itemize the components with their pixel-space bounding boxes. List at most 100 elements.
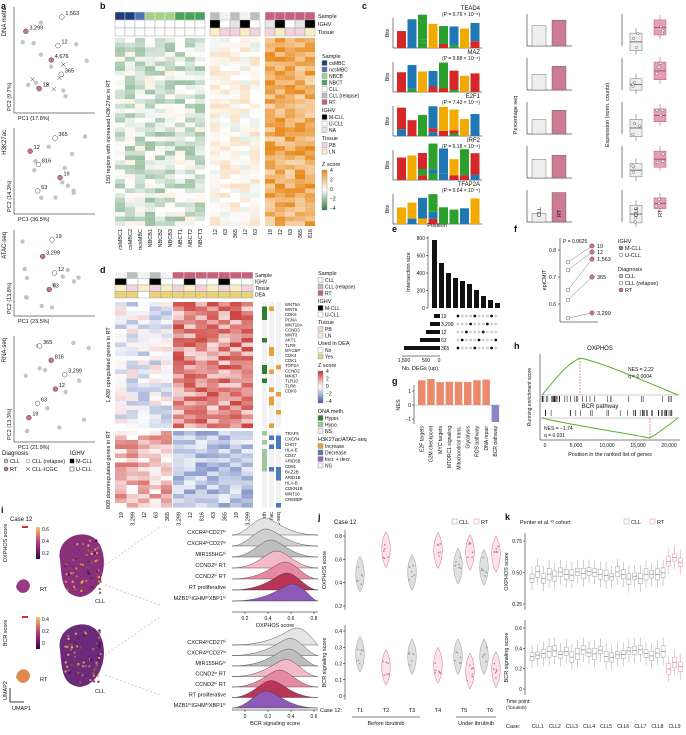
- axis-label: Case:: [506, 724, 521, 730]
- column-label: NBCT1: [178, 229, 184, 247]
- heatmap-cell: [115, 188, 125, 194]
- heatmap-cell: [218, 453, 230, 459]
- heatmap-cell: [126, 467, 138, 472]
- heatmap-cell: [115, 70, 125, 76]
- legend-label: CLL: [625, 274, 635, 280]
- legend-label: Increase: [325, 444, 344, 450]
- axis-label: NES: [396, 399, 402, 411]
- point: [589, 243, 595, 249]
- heatmap-cell: [210, 52, 220, 57]
- heatmap-cell: [115, 401, 127, 406]
- heatmap-cell: [155, 132, 165, 137]
- heatmap-cell: [265, 117, 275, 123]
- heatmap-cell: [230, 188, 240, 194]
- heatmap-cell: [305, 61, 315, 67]
- heatmap-cell: [138, 410, 150, 415]
- heatmap-cell: [115, 489, 127, 495]
- heatmap-cell: [184, 315, 196, 321]
- heatmap-cell: [149, 392, 161, 397]
- case-point: [51, 270, 58, 276]
- heatmap-cell: [218, 387, 230, 393]
- heatmap-cell: [115, 405, 127, 411]
- heatmap-cell: [135, 85, 145, 90]
- legend-swatch: [317, 332, 324, 339]
- legend-title: Used in DEA: [318, 341, 350, 347]
- heatmap-cell: [220, 164, 230, 170]
- heatmap-cell: [115, 47, 125, 53]
- legend-title: Diagnosis: [618, 267, 642, 273]
- heatmap-cell: [165, 164, 175, 170]
- logo-letter: [470, 73, 480, 92]
- heatmap-cell: [184, 338, 196, 343]
- point: [23, 295, 29, 300]
- track-cell: [229, 271, 242, 279]
- tick-label: 0.6: [515, 626, 522, 632]
- bar: [434, 314, 440, 318]
- heatmap-cell: [210, 207, 220, 212]
- heatmap-cell: [161, 405, 173, 411]
- heatmap-cell: [207, 414, 219, 420]
- point: [657, 201, 661, 205]
- cell-point: [99, 652, 102, 656]
- heatmap-cell: [295, 94, 305, 100]
- heatmap-cell: [285, 216, 295, 222]
- heatmap-cell: [210, 94, 220, 100]
- heatmap-cell: [230, 75, 240, 81]
- case-label: 19: [43, 83, 49, 89]
- cell-point: [412, 564, 414, 567]
- heatmap-cell: [230, 342, 242, 348]
- heatmap-cell: [175, 150, 185, 156]
- heatmap-cell: [230, 89, 240, 95]
- heatmap-cell: [230, 38, 240, 43]
- matrix-dot: [469, 322, 472, 326]
- heatmap-cell: [125, 122, 135, 128]
- cell-point: [357, 566, 360, 568]
- case-label: 19: [56, 234, 62, 240]
- heatmap-cell: [220, 207, 230, 212]
- case-label: CLL8: [651, 724, 663, 730]
- heatmap-cell: [145, 122, 155, 128]
- cell-point: [83, 544, 86, 547]
- heatmap-cell: [265, 42, 275, 48]
- heatmap-cell: [250, 202, 260, 208]
- heatmap-cell: [275, 188, 285, 194]
- track-cell: [276, 467, 281, 472]
- heatmap-cell: [207, 462, 219, 468]
- heatmap-cell: [184, 302, 196, 307]
- point: [51, 282, 57, 288]
- heatmap-cell: [265, 207, 275, 212]
- cell-point: [88, 572, 91, 575]
- heatmap-cell: [125, 117, 135, 123]
- heatmap-cell: [145, 197, 155, 203]
- cell-point: [482, 656, 484, 658]
- heatmap-cell: [172, 449, 184, 454]
- heatmap-cell: [135, 47, 145, 53]
- tick-label: 400: [417, 271, 426, 277]
- heatmap-cell: [172, 480, 184, 486]
- axis-label: OXPHOS score: [3, 524, 9, 563]
- legend-marker: [25, 458, 31, 464]
- heatmap-cell: [265, 132, 275, 137]
- tick-label: 0.1: [335, 678, 342, 684]
- cell-point: [357, 659, 360, 662]
- legend-swatch: [317, 283, 324, 290]
- bar: [430, 322, 440, 326]
- motif-name: MAZ: [467, 50, 480, 56]
- legend-marker: [618, 273, 624, 279]
- case-label: 3,299: [46, 251, 60, 257]
- heatmap-cell: [220, 56, 230, 62]
- heatmap-cell: [240, 160, 250, 165]
- heatmap-cell: [230, 485, 242, 490]
- heatmap-cell: [145, 42, 155, 48]
- heatmap-cell: [275, 174, 285, 180]
- track-cell: [184, 19, 196, 29]
- axis-label: Expression (norm. counts): [605, 83, 611, 147]
- heatmap-cell: [138, 396, 150, 402]
- track-cell: [241, 271, 254, 279]
- cluster-label: MZB1ʰⁱIGHMʰⁱXBP1ʰⁱ: [174, 594, 226, 602]
- heatmap-cell: [161, 401, 173, 406]
- heatmap-cell: [138, 369, 150, 375]
- gene-label: HLA-B: [285, 481, 298, 486]
- heatmap-cell: [275, 70, 285, 76]
- heatmap-cell: [285, 146, 295, 151]
